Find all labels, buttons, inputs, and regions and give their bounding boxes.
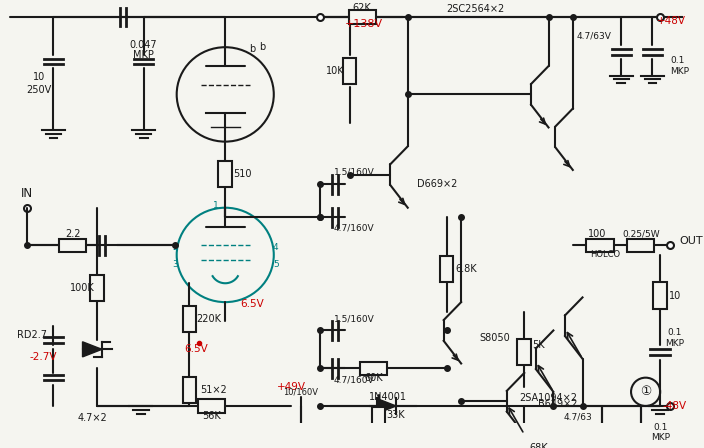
Text: 2SA1094×2: 2SA1094×2 xyxy=(520,393,577,404)
Text: 68K: 68K xyxy=(529,443,548,448)
Text: 1: 1 xyxy=(213,201,218,210)
Text: 33K: 33K xyxy=(386,410,406,420)
Text: 0.1
MKP: 0.1 MKP xyxy=(650,423,670,442)
Text: 4.7×2: 4.7×2 xyxy=(77,413,107,423)
Bar xyxy=(517,339,531,366)
Text: 4: 4 xyxy=(273,243,279,252)
Text: -2.7V: -2.7V xyxy=(29,352,56,362)
Text: 4.7/160V: 4.7/160V xyxy=(334,224,375,233)
Text: 510: 510 xyxy=(234,169,252,179)
Polygon shape xyxy=(377,398,396,414)
Bar xyxy=(653,282,667,309)
Text: 10: 10 xyxy=(32,73,45,82)
Text: 0.25/5W: 0.25/5W xyxy=(622,230,660,239)
Text: 56K: 56K xyxy=(202,411,221,422)
Bar xyxy=(360,362,387,375)
Bar xyxy=(627,239,654,252)
Bar xyxy=(440,256,453,282)
Text: 10K: 10K xyxy=(326,66,344,76)
Text: 2.2: 2.2 xyxy=(65,229,80,239)
Text: b: b xyxy=(249,44,256,54)
Text: 4.7/63: 4.7/63 xyxy=(563,413,592,422)
Polygon shape xyxy=(82,342,102,357)
Text: 62K: 62K xyxy=(353,4,372,13)
Bar xyxy=(218,160,232,187)
Bar xyxy=(198,399,225,413)
Text: 100K: 100K xyxy=(70,283,95,293)
Bar xyxy=(586,239,614,252)
Text: 5: 5 xyxy=(273,260,279,269)
Text: 10: 10 xyxy=(669,290,681,301)
Text: 2SC2564×2: 2SC2564×2 xyxy=(446,4,505,14)
Text: 2: 2 xyxy=(172,243,177,252)
Text: RD2.7: RD2.7 xyxy=(18,330,47,340)
Text: 4.7/160V: 4.7/160V xyxy=(334,375,375,384)
Bar xyxy=(90,275,104,301)
Bar xyxy=(182,377,196,403)
Text: HOLCO: HOLCO xyxy=(590,250,620,259)
Bar xyxy=(348,10,376,24)
Text: 6.8K: 6.8K xyxy=(455,264,477,274)
Text: D669×2: D669×2 xyxy=(417,179,457,189)
Text: 6.5V: 6.5V xyxy=(241,299,264,309)
Text: -48V: -48V xyxy=(662,401,687,411)
Text: IN: IN xyxy=(21,187,34,200)
Bar xyxy=(372,407,385,433)
Text: 250V: 250V xyxy=(26,85,51,95)
Text: 1.5/160V: 1.5/160V xyxy=(334,314,375,323)
Text: 5K: 5K xyxy=(532,340,545,349)
Text: 6.5V: 6.5V xyxy=(184,345,208,354)
Text: 220K: 220K xyxy=(196,314,221,324)
Text: +48V: +48V xyxy=(658,16,686,26)
Text: +49V: +49V xyxy=(277,382,306,392)
Text: ①: ① xyxy=(640,385,651,398)
Text: b: b xyxy=(259,42,265,52)
Text: 0.1
MKP: 0.1 MKP xyxy=(670,56,689,76)
Text: 100: 100 xyxy=(588,229,606,239)
Bar xyxy=(59,239,87,252)
Text: 3: 3 xyxy=(172,260,177,269)
Bar xyxy=(343,58,356,84)
Text: 1.5/160V: 1.5/160V xyxy=(334,168,375,177)
Text: 60K: 60K xyxy=(365,373,383,383)
Text: 1N4001: 1N4001 xyxy=(370,392,408,402)
Text: 0.1
MKP: 0.1 MKP xyxy=(665,328,684,348)
Text: 4.7/63V: 4.7/63V xyxy=(577,31,612,40)
Bar xyxy=(517,434,531,448)
Text: S8050: S8050 xyxy=(479,333,510,343)
Text: OUT: OUT xyxy=(679,236,703,246)
Text: 51×2: 51×2 xyxy=(200,385,227,395)
Text: B649×2: B649×2 xyxy=(539,399,578,409)
Bar xyxy=(182,306,196,332)
Text: 10/160V: 10/160V xyxy=(284,388,318,396)
Text: 0.047: 0.047 xyxy=(130,40,158,50)
Text: +138V: +138V xyxy=(345,19,383,29)
Text: MKP: MKP xyxy=(133,50,154,60)
